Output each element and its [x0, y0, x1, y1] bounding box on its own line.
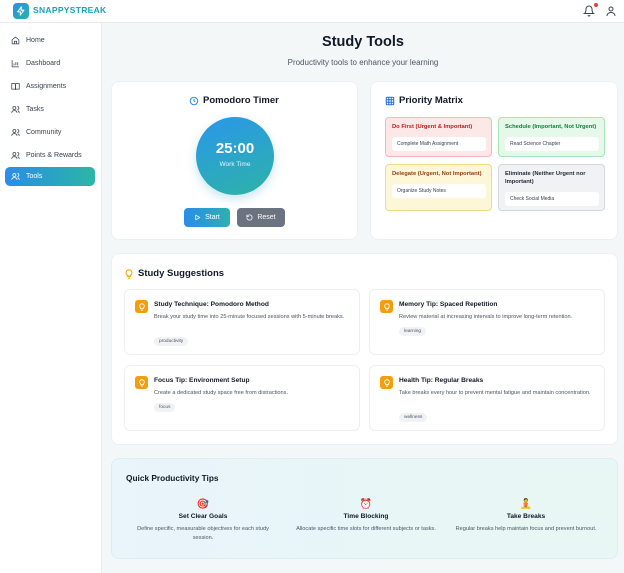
sidebar-item-label: Points & Rewards	[26, 152, 82, 159]
quadrant-title: Do First (Urgent & Important)	[392, 124, 473, 130]
clock-icon	[189, 96, 199, 105]
grid-icon	[385, 96, 395, 105]
notification-dot	[594, 3, 598, 7]
sidebar-item-points-rewards[interactable]: Points & Rewards	[5, 146, 95, 165]
sidebar-item-label: Tools	[26, 173, 43, 180]
play-icon	[195, 214, 201, 221]
lightbulb-icon	[125, 268, 133, 279]
tip-title: Time Blocking	[343, 513, 389, 520]
priority-matrix-card	[370, 81, 618, 240]
suggestion-desc: Break your study time into 25-minute foc…	[154, 314, 345, 320]
priority-matrix-title-text: Priority Matrix	[399, 95, 463, 106]
users-icon	[10, 151, 20, 161]
sidebar-item-tools[interactable]: Tools	[5, 167, 95, 186]
quadrant-eliminate[interactable]: Eliminate (Neither Urgent nor Important)…	[498, 164, 605, 211]
quadrant-task[interactable]: Read Science Chapter	[505, 136, 599, 151]
timer-time: 25:00	[215, 140, 255, 157]
suggestion-title: Focus Tip: Environment Setup	[154, 377, 250, 384]
reset-button[interactable]: Reset	[237, 208, 285, 227]
tip-title: Take Breaks	[506, 513, 546, 520]
sidebar-item-label: Community	[26, 129, 62, 136]
quadrant-title: Eliminate (Neither Urgent nor Important)	[505, 171, 586, 185]
quadrant-task[interactable]: Check Social Media	[505, 191, 599, 206]
users-icon	[10, 172, 20, 182]
page-subtitle: Productivity tools to enhance your learn…	[287, 58, 439, 67]
start-button[interactable]: Start	[184, 208, 230, 227]
suggestion-tag: productivity	[154, 337, 189, 346]
suggestion-tag: wellness	[399, 413, 428, 422]
sidebar-item-label: Tasks	[26, 106, 44, 113]
sidebar-item-label: Dashboard	[26, 60, 61, 67]
tip-take-breaks: 🧘 Take Breaks Regular breaks help mainta…	[451, 499, 601, 534]
sidebar-item-label: Home	[26, 37, 45, 44]
suggestion-desc: Create a dedicated study space free from…	[154, 390, 289, 396]
suggestion-desc: Review material at increasing intervals …	[399, 314, 573, 320]
quick-tips-title: Quick Productivity Tips	[126, 473, 219, 483]
quadrant-title: Schedule (Important, Not Urgent)	[505, 124, 597, 130]
alarm-clock-icon: ⏰	[359, 499, 373, 510]
quadrant-task[interactable]: Organize Study Notes	[392, 183, 486, 198]
quadrant-schedule[interactable]: Schedule (Important, Not Urgent) Read Sc…	[498, 117, 605, 157]
suggestion-tag: learning	[399, 327, 427, 336]
timer-display: 25:00 Work Time	[196, 117, 274, 195]
book-icon	[10, 82, 20, 92]
users-icon	[10, 128, 20, 138]
quadrant-do-first[interactable]: Do First (Urgent & Important) Complete M…	[385, 117, 492, 157]
tip-set-clear-goals: 🎯 Set Clear Goals Define specific, measu…	[128, 499, 278, 542]
quadrant-task[interactable]: Complete Math Assignment	[392, 136, 486, 151]
quick-tips-panel: Quick Productivity Tips 🎯 Set Clear Goal…	[111, 458, 618, 559]
tip-desc: Regular breaks help maintain focus and p…	[455, 526, 597, 532]
suggestion-tag: focus	[154, 403, 176, 412]
target-icon: 🎯	[196, 499, 210, 510]
quadrant-delegate[interactable]: Delegate (Urgent, Not Important) Organiz…	[385, 164, 492, 211]
pomodoro-title: Pomodoro Timer	[189, 95, 279, 106]
reset-icon	[246, 214, 253, 221]
lightning-logo-icon[interactable]	[13, 3, 29, 19]
suggestion-card[interactable]: Study Technique: Pomodoro Method Break y…	[124, 289, 360, 355]
home-icon	[10, 36, 20, 46]
lightbulb-icon	[135, 300, 148, 313]
sidebar: Home Dashboard Assignments Tasks Communi…	[0, 23, 102, 573]
sidebar-item-label: Assignments	[26, 83, 67, 90]
tip-desc: Allocate specific time slots for differe…	[296, 526, 436, 532]
tip-time-blocking: ⏰ Time Blocking Allocate specific time s…	[291, 499, 441, 534]
sidebar-item-tasks[interactable]: Tasks	[5, 100, 95, 119]
tip-title: Set Clear Goals	[178, 513, 228, 520]
lightbulb-icon	[380, 300, 393, 313]
start-button-label: Start	[205, 214, 220, 221]
suggestion-card[interactable]: Health Tip: Regular Breaks Take breaks e…	[369, 365, 605, 431]
user-icon[interactable]	[605, 5, 617, 17]
sidebar-item-dashboard[interactable]: Dashboard	[5, 54, 95, 73]
sidebar-item-home[interactable]: Home	[5, 31, 95, 50]
suggestion-title: Study Technique: Pomodoro Method	[154, 301, 269, 308]
bar-chart-icon	[10, 59, 20, 69]
sidebar-item-assignments[interactable]: Assignments	[5, 77, 95, 96]
quadrant-title: Delegate (Urgent, Not Important)	[392, 171, 482, 177]
lightbulb-icon	[380, 376, 393, 389]
lightbulb-icon	[135, 376, 148, 389]
brand-name[interactable]: SNAPPYSTREAK	[33, 5, 107, 15]
pomodoro-title-text: Pomodoro Timer	[203, 95, 279, 106]
page-title: Study Tools	[322, 34, 404, 50]
study-suggestions-title-text: Study Suggestions	[138, 268, 225, 279]
priority-matrix-title: Priority Matrix	[385, 95, 463, 106]
sidebar-item-community[interactable]: Community	[5, 123, 95, 142]
suggestion-card[interactable]: Focus Tip: Environment Setup Create a de…	[124, 365, 360, 431]
tip-desc: Define specific, measurable objectives f…	[137, 526, 269, 541]
meditation-icon: 🧘	[519, 499, 533, 510]
top-bar: SNAPPYSTREAK	[0, 0, 624, 23]
suggestion-title: Health Tip: Regular Breaks	[399, 377, 484, 384]
users-icon	[10, 105, 20, 115]
suggestion-title: Memory Tip: Spaced Repetition	[399, 301, 498, 308]
reset-button-label: Reset	[257, 214, 276, 221]
study-suggestions-title: Study Suggestions	[124, 268, 224, 279]
bell-icon[interactable]	[583, 5, 595, 17]
timer-mode: Work Time	[219, 161, 251, 168]
suggestion-desc: Take breaks every hour to prevent mental…	[399, 390, 591, 396]
suggestion-card[interactable]: Memory Tip: Spaced Repetition Review mat…	[369, 289, 605, 355]
